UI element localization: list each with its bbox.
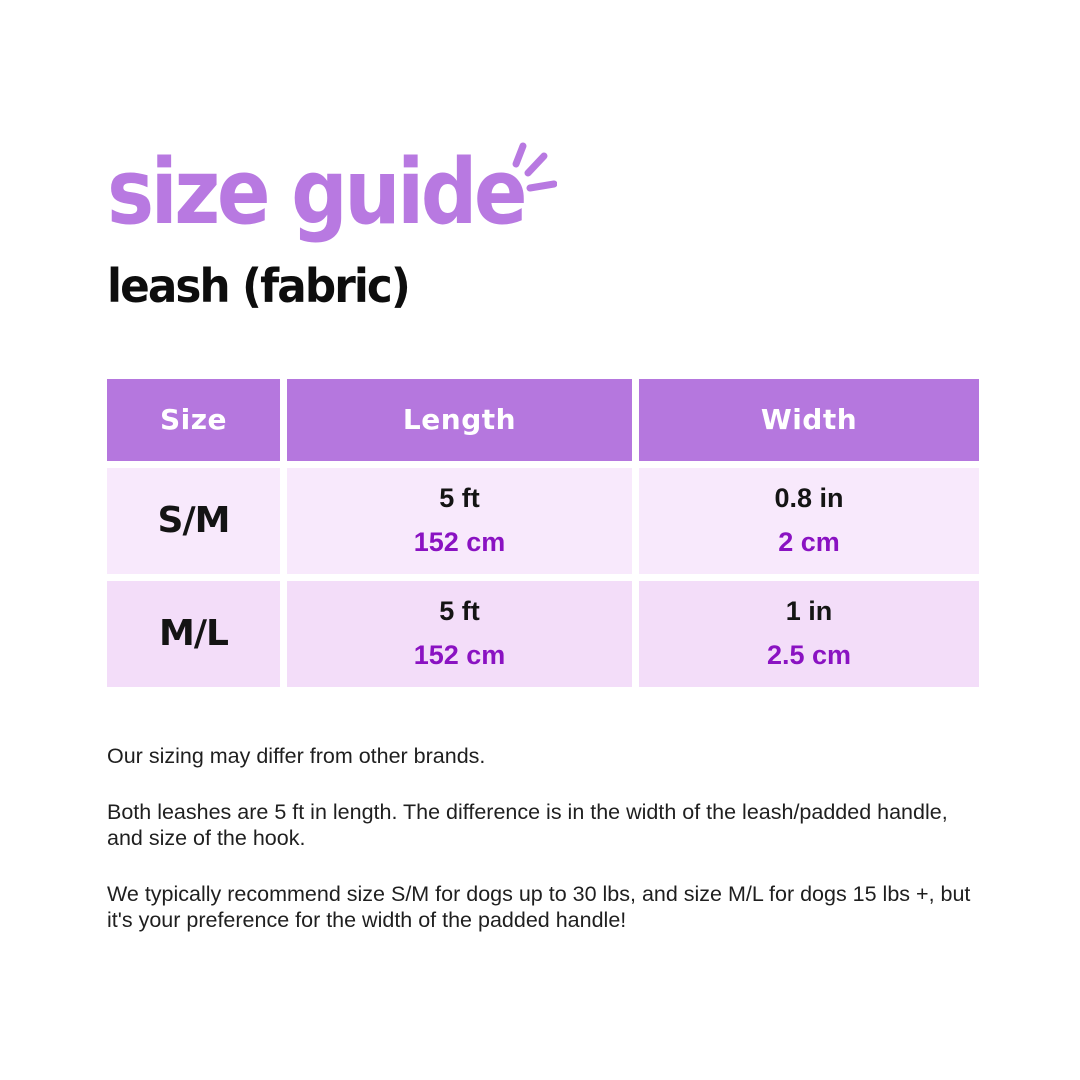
width-imperial-value: 0.8 in	[774, 483, 844, 514]
length-metric-value: 152 cm	[413, 527, 506, 558]
table-row-ml-width-cell: 1 in 2.5 cm	[639, 580, 979, 687]
sparkle-burst-icon	[512, 142, 557, 192]
page-subtitle: leash (fabric)	[107, 259, 411, 313]
width-metric-value: 2 cm	[778, 527, 840, 558]
content-area: size guide leash (fabric) Size Length Wi…	[107, 0, 979, 1080]
length-metric-value: 152 cm	[413, 640, 506, 671]
table-row-sm-size-cell: S/M	[107, 467, 280, 574]
length-imperial-value: 5 ft	[439, 483, 480, 514]
page-title: size guide	[107, 140, 528, 245]
table-row-sm-width-cell: 0.8 in 2 cm	[639, 467, 979, 574]
column-header-length: Length	[287, 378, 632, 461]
table-row-ml-length-cell: 5 ft 152 cm	[287, 580, 632, 687]
note-recommendation: We typically recommend size S/M for dogs…	[107, 881, 971, 932]
width-metric-value: 2.5 cm	[766, 640, 852, 671]
notes-section: Our sizing may differ from other brands.…	[107, 743, 979, 933]
column-header-size: Size	[107, 378, 280, 461]
title-row: size guide	[107, 140, 979, 245]
size-value: S/M	[157, 500, 231, 542]
width-imperial-value: 1 in	[785, 596, 833, 627]
table-row-sm-length-cell: 5 ft 152 cm	[287, 467, 632, 574]
table-row-ml-size-cell: M/L	[107, 580, 280, 687]
column-header-width: Width	[639, 378, 979, 461]
length-imperial-value: 5 ft	[439, 596, 480, 627]
size-table: Size Length Width S/M 5 ft 152 cm 0.8 in…	[107, 378, 979, 687]
size-value: M/L	[159, 613, 229, 655]
note-sizing-differs: Our sizing may differ from other brands.	[107, 743, 486, 768]
note-length-difference: Both leashes are 5 ft in length. The dif…	[107, 799, 948, 850]
